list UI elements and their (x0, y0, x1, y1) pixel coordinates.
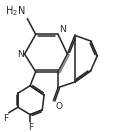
Text: F: F (29, 123, 34, 132)
Text: N: N (17, 50, 24, 59)
Text: F: F (3, 114, 8, 123)
Text: H$_2$N: H$_2$N (5, 4, 25, 18)
Text: N: N (59, 25, 66, 34)
Text: O: O (55, 102, 62, 111)
